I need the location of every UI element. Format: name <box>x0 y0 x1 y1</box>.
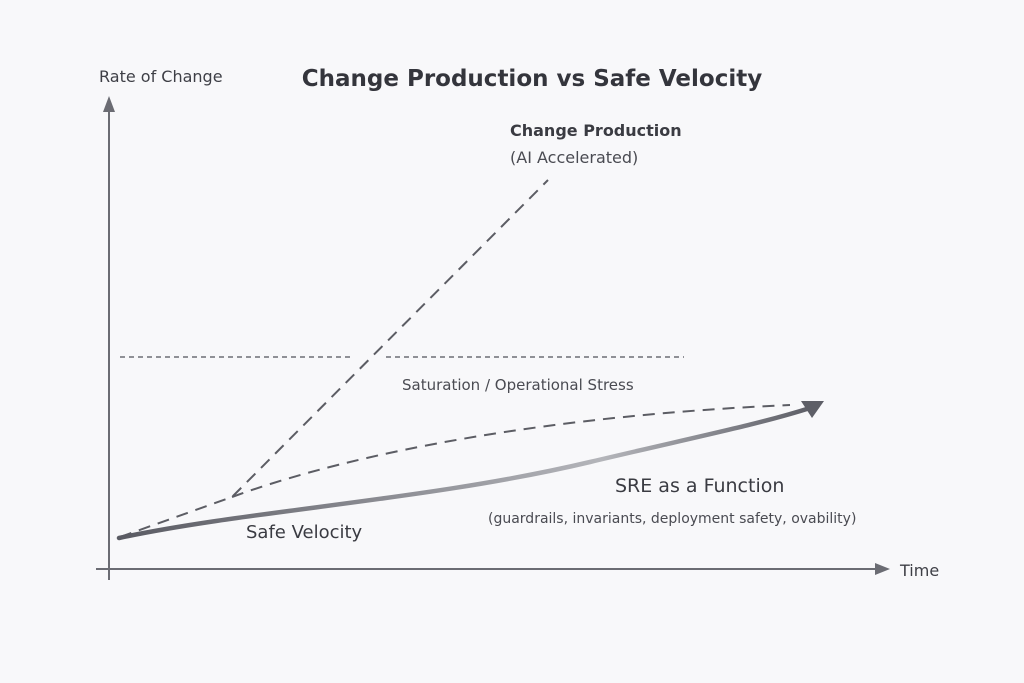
change-production-sublabel: (AI Accelerated) <box>510 148 639 167</box>
y-axis-label: Rate of Change <box>99 67 223 86</box>
change-production-label: Change Production <box>510 121 682 140</box>
sre-function-label: SRE as a Function <box>615 475 785 497</box>
x-axis-label: Time <box>900 561 940 580</box>
sre-function-sublabel: (guardrails, invariants, deployment safe… <box>488 511 857 527</box>
x-axis-arrowhead <box>875 563 890 575</box>
safe-velocity-curve <box>116 405 813 541</box>
page-title: Change Production vs Safe Velocity <box>301 66 763 92</box>
y-axis-arrowhead <box>103 96 115 112</box>
saturation-label: Saturation / Operational Stress <box>402 376 634 394</box>
safe-velocity-arrowhead <box>801 401 824 418</box>
stress-curve <box>231 404 791 498</box>
axes <box>96 96 890 580</box>
safe-velocity-label: Safe Velocity <box>246 522 363 543</box>
